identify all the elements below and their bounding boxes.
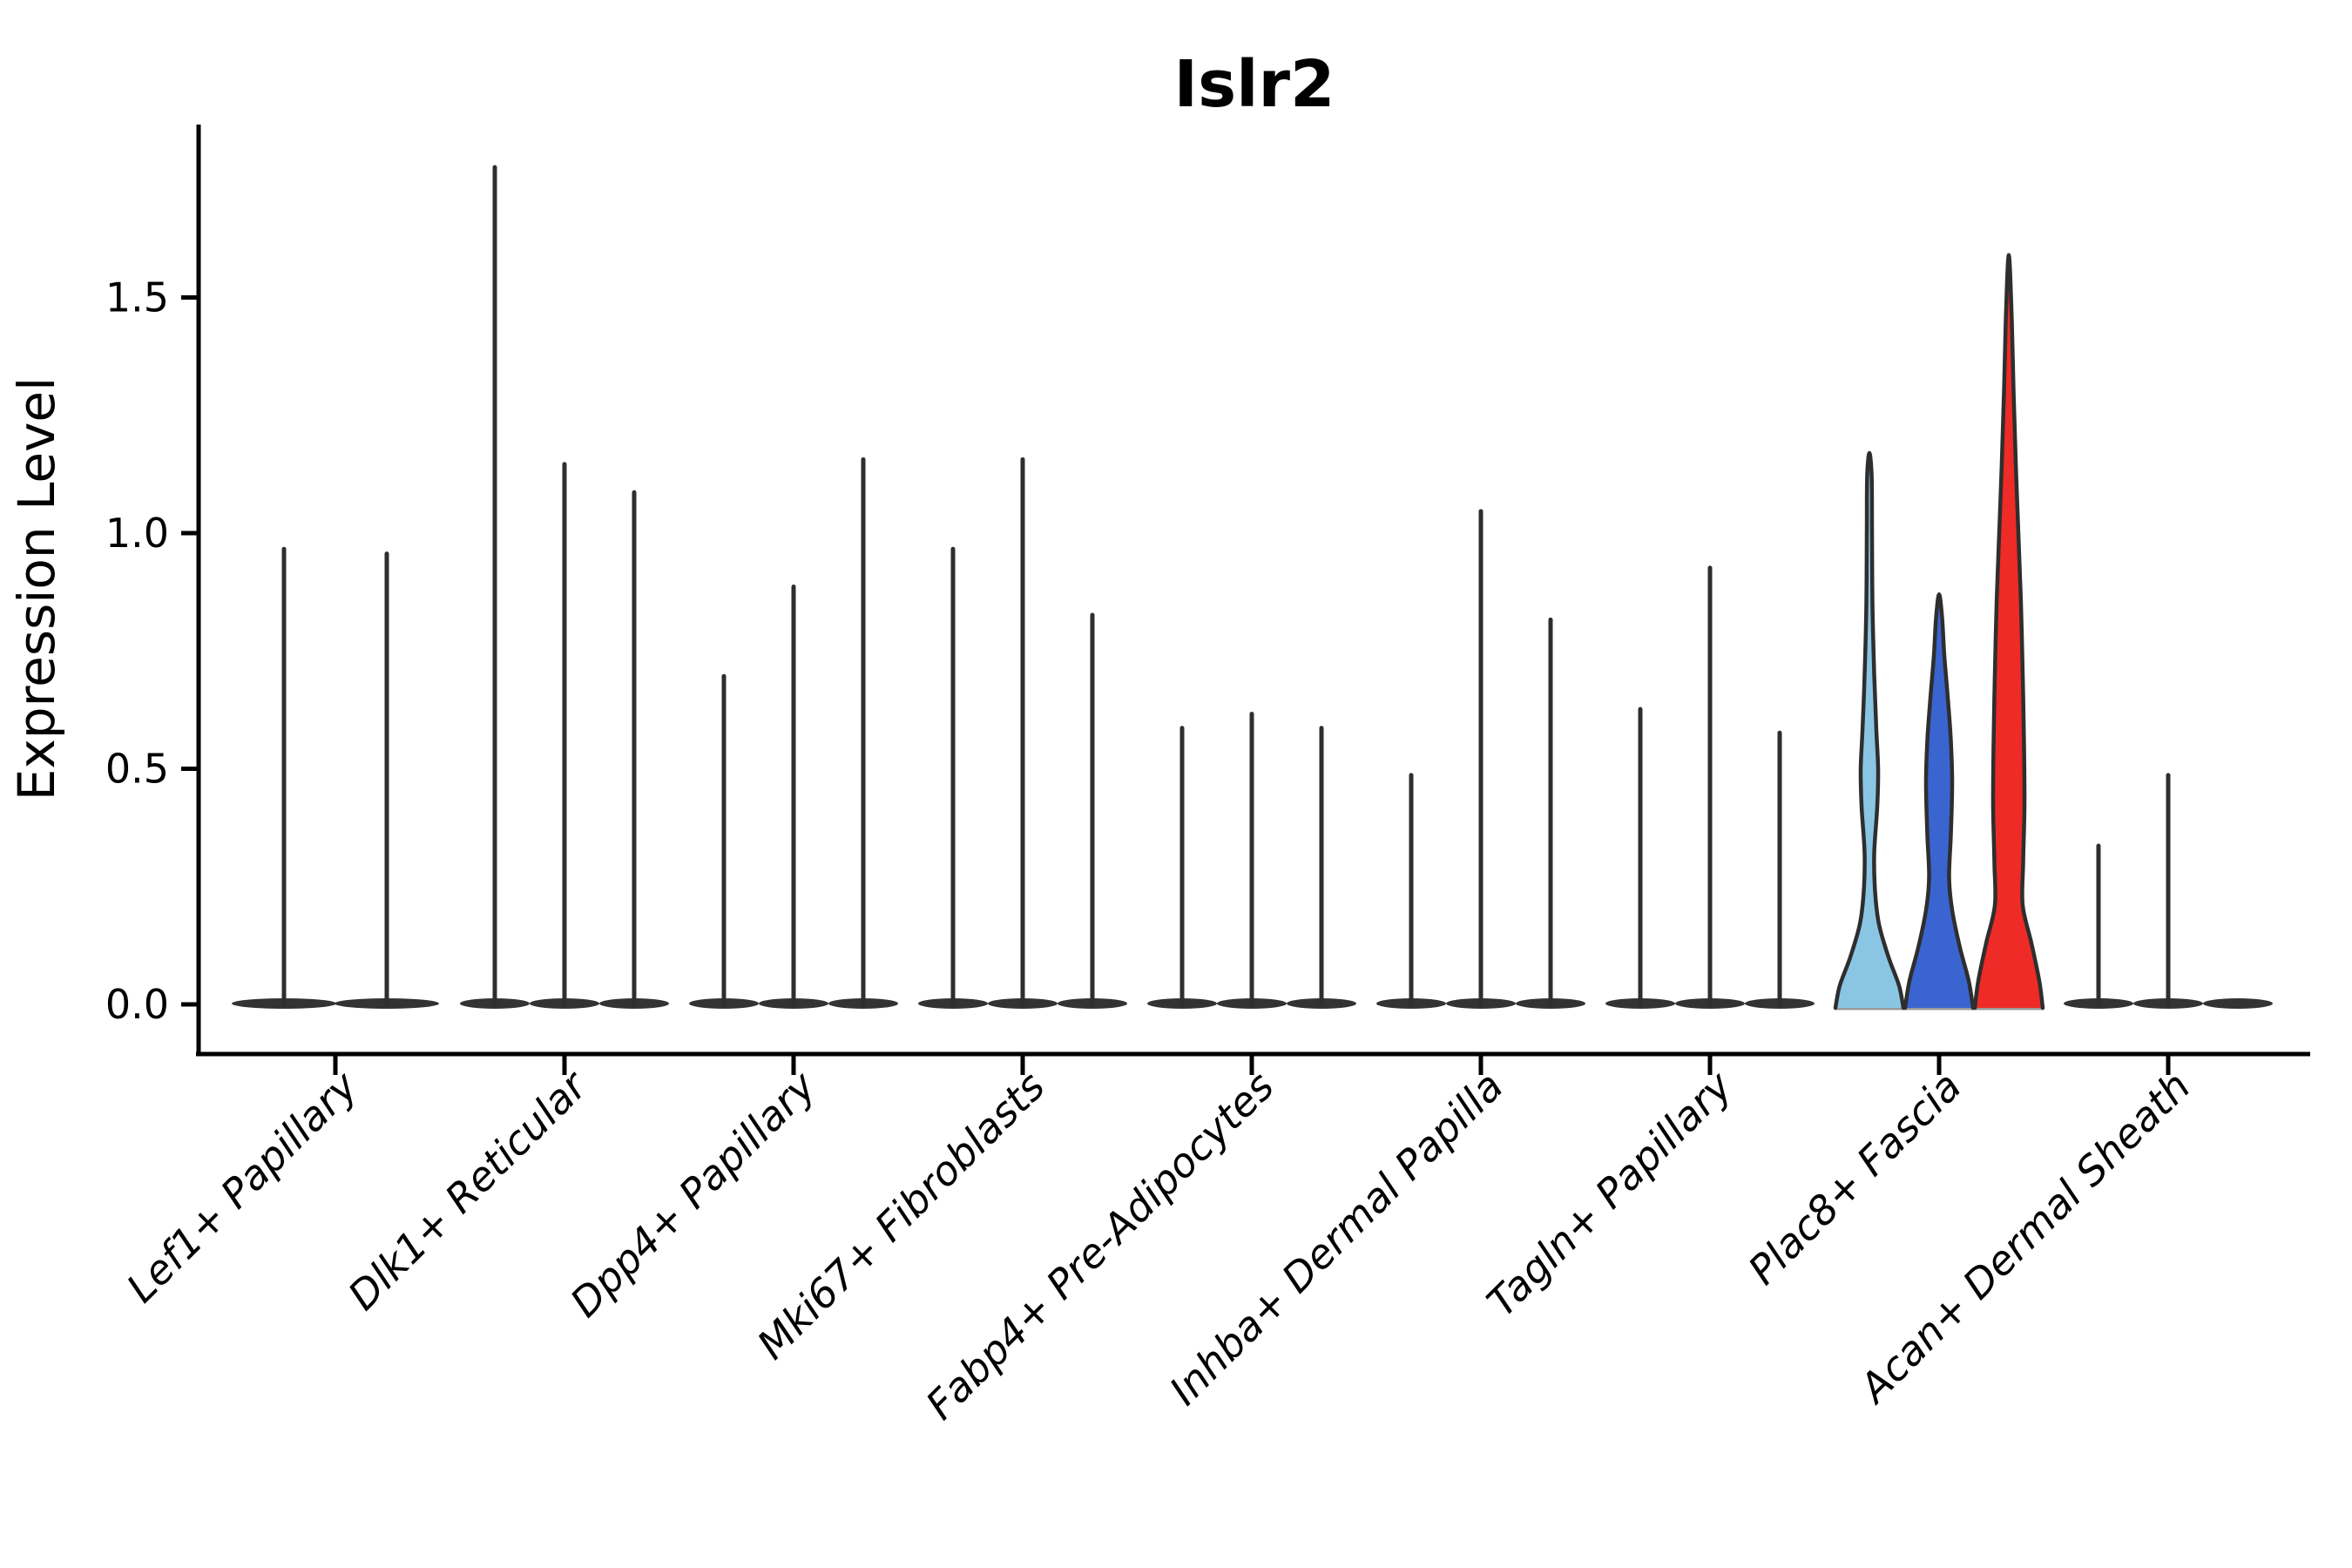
violin-highlight-fill	[1835, 453, 1903, 1008]
x-category-label: Plac8+ Fascia	[1739, 1063, 1970, 1294]
violin-highlight-fill	[1905, 594, 1973, 1008]
violin-flat-base	[2203, 998, 2273, 1009]
y-tick-label: 0.5	[105, 746, 169, 793]
violin-highlight-fill	[1975, 254, 2043, 1008]
y-axis-label: Expression Level	[7, 377, 66, 801]
y-tick-label: 1.5	[105, 274, 169, 321]
x-category-label: Dpp4+ Papillary	[561, 1062, 825, 1326]
violin-highlight-outline	[1833, 450, 1906, 1010]
x-category-label: Tagln+ Papillary	[1477, 1062, 1741, 1326]
x-category-label: Lef1+ Papillary	[118, 1062, 367, 1311]
plot-title: Islr2	[1174, 47, 1335, 122]
x-category-label: Dlk1+ Reticular	[339, 1060, 598, 1319]
y-tick-label: 0.0	[105, 981, 169, 1028]
violin-highlight-outline	[1903, 592, 1976, 1010]
violin-highlight-outline	[1972, 253, 2045, 1010]
y-tick-label: 1.0	[105, 510, 169, 557]
